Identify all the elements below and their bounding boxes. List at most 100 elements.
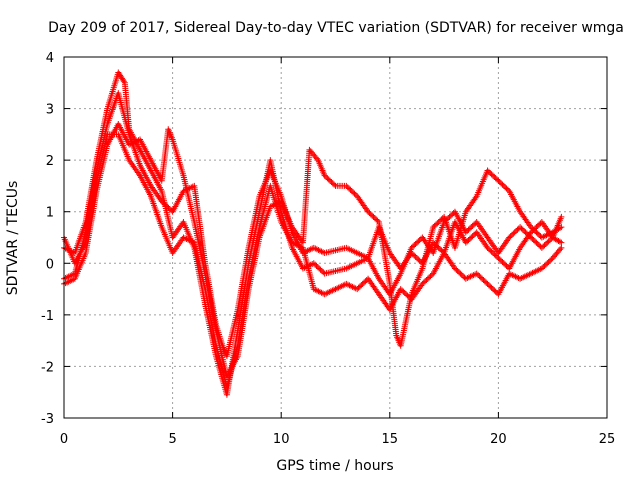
data-point-marker (464, 238, 471, 245)
data-point-marker (544, 239, 551, 246)
data-point-marker (498, 180, 505, 187)
data-point-marker (356, 283, 363, 290)
data-point-marker (521, 228, 528, 235)
data-point-marker (484, 280, 491, 287)
data-point-marker (507, 233, 514, 240)
data-point-marker (423, 277, 430, 284)
data-point-marker (437, 246, 444, 253)
data-point-marker (498, 257, 505, 264)
data-point-marker (533, 229, 540, 236)
data-point-marker (488, 284, 495, 291)
data-point-marker (496, 179, 503, 186)
data-point-marker (317, 266, 324, 273)
y-tick-label: 1 (46, 206, 54, 221)
data-point-marker (422, 278, 429, 285)
data-point-marker (536, 242, 543, 249)
data-point-marker (438, 216, 445, 223)
data-point-marker (314, 264, 321, 271)
data-point-marker (451, 265, 458, 272)
data-point-marker (534, 240, 541, 247)
data-point-marker (527, 234, 534, 241)
data-point-marker (487, 283, 494, 290)
data-point-marker (518, 225, 525, 232)
data-point-marker (322, 173, 329, 180)
data-point-marker (495, 177, 502, 184)
data-point-marker (469, 222, 476, 229)
data-point-marker (489, 249, 496, 256)
data-point-marker (499, 258, 506, 265)
data-point-marker (546, 257, 553, 264)
data-point-marker (542, 240, 549, 247)
data-point-marker (522, 229, 529, 236)
data-point-marker (489, 172, 496, 179)
data-point-marker (527, 224, 534, 231)
data-point-marker (424, 275, 431, 282)
data-point-marker (536, 231, 543, 238)
data-point-marker (470, 231, 477, 238)
data-point-marker (411, 252, 418, 259)
data-point-marker (408, 244, 415, 251)
data-point-marker (545, 258, 552, 265)
y-tick-label: 0 (46, 257, 54, 272)
data-point-marker (525, 231, 532, 238)
data-point-marker (399, 287, 406, 294)
x-axis-title: GPS time / hours (276, 458, 393, 474)
data-point-marker (470, 221, 477, 228)
y-tick-label: -3 (41, 412, 54, 427)
data-point-marker (468, 224, 475, 231)
data-point-marker (517, 224, 524, 231)
data-point-marker (366, 210, 373, 217)
data-point-marker (469, 233, 476, 240)
data-point-marker (544, 260, 551, 267)
data-point-marker (164, 203, 171, 210)
data-point-marker (457, 270, 464, 277)
data-point-marker (435, 219, 442, 226)
data-point-marker (511, 229, 518, 236)
data-point-marker (534, 222, 541, 229)
data-point-marker (499, 181, 506, 188)
data-point-marker (415, 238, 422, 245)
data-point-marker (361, 279, 368, 286)
data-point-marker (500, 182, 507, 189)
data-point-marker (158, 198, 165, 205)
data-point-marker (438, 247, 445, 254)
data-point-marker (348, 188, 355, 195)
data-point-marker (492, 288, 499, 295)
data-point-marker (411, 242, 418, 249)
data-point-marker (503, 185, 510, 192)
data-point-marker (355, 284, 362, 291)
data-point-marker (412, 240, 419, 247)
data-point-marker (523, 230, 530, 237)
data-point-marker (403, 291, 410, 298)
data-point-marker (494, 176, 501, 183)
data-point-marker (354, 286, 361, 293)
data-point-marker (542, 261, 549, 268)
data-point-marker (475, 271, 482, 278)
data-point-marker (487, 170, 494, 177)
y-tick-label: 2 (46, 154, 54, 169)
x-tick-label: 5 (168, 432, 176, 447)
data-point-marker (491, 287, 498, 294)
data-point-marker (371, 215, 378, 222)
data-point-marker (404, 292, 411, 299)
data-point-marker (374, 217, 381, 224)
data-point-marker (324, 175, 331, 182)
data-point-marker (484, 167, 491, 174)
data-point-marker (312, 261, 319, 268)
data-point-marker (428, 271, 435, 278)
plot-frame (63, 56, 608, 419)
data-point-marker (526, 233, 533, 240)
data-point-marker (468, 234, 475, 241)
data-point-marker (557, 246, 564, 253)
data-point-marker (329, 180, 336, 187)
data-point-marker (160, 199, 167, 206)
data-point-marker (316, 265, 323, 272)
data-point-marker (313, 155, 320, 162)
data-point-marker (491, 173, 498, 180)
data-point-marker (466, 225, 473, 232)
data-point-marker (430, 224, 437, 231)
data-point-marker (513, 228, 520, 235)
data-point-marker (488, 248, 495, 255)
data-point-marker (325, 176, 332, 183)
